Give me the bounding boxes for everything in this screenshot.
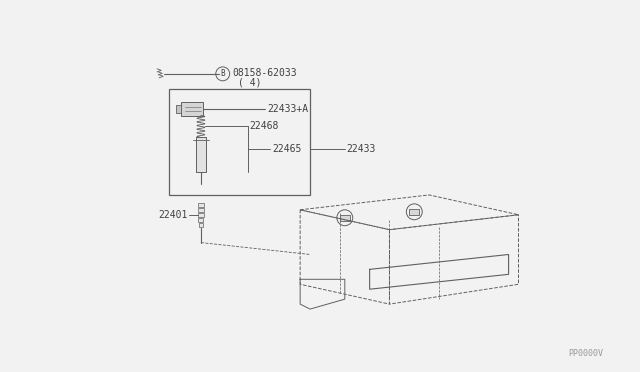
Text: 22433+A: 22433+A: [268, 103, 308, 113]
Text: B: B: [220, 69, 225, 78]
Bar: [410, 209, 419, 215]
Text: 22401: 22401: [158, 210, 188, 220]
Bar: [176, 105, 181, 113]
Text: 22468: 22468: [250, 121, 279, 131]
Bar: [169, 89, 310, 195]
Bar: [198, 213, 204, 217]
Bar: [198, 223, 204, 227]
Bar: [198, 218, 204, 222]
Text: PP0000V: PP0000V: [568, 349, 603, 358]
Text: ( 4): ( 4): [237, 78, 261, 88]
Bar: [196, 137, 206, 172]
Text: 22465: 22465: [273, 144, 301, 154]
Bar: [198, 208, 204, 212]
Bar: [340, 215, 350, 221]
Text: 22433: 22433: [347, 144, 376, 154]
Bar: [198, 203, 204, 207]
Bar: [181, 102, 203, 116]
Text: 08158-62033: 08158-62033: [233, 68, 298, 78]
